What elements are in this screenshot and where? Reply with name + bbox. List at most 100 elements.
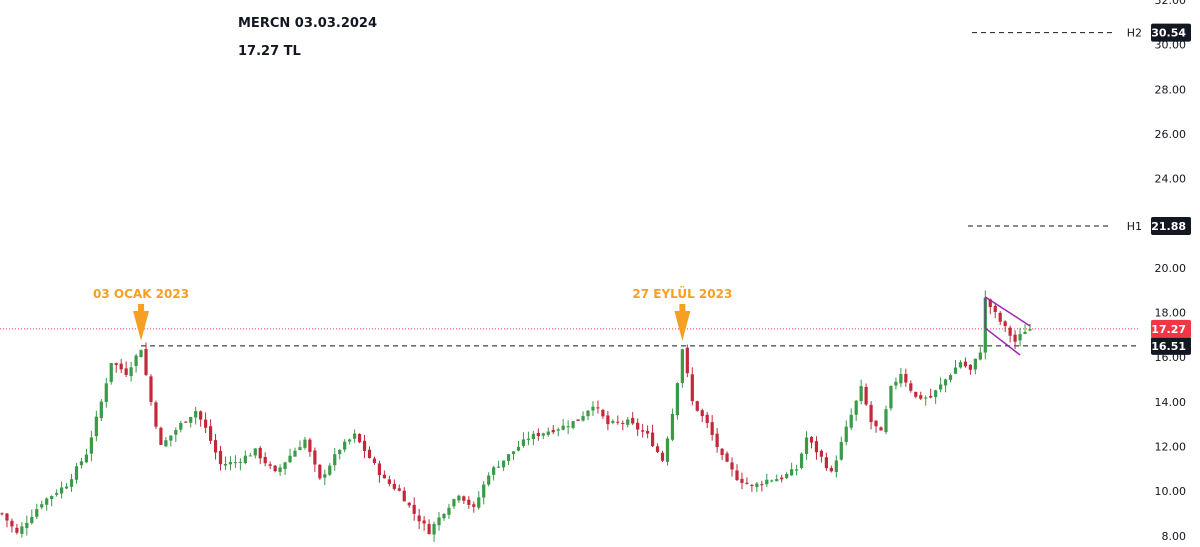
candle-body xyxy=(695,401,699,411)
y-tick-label: 26.00 xyxy=(1155,128,1187,141)
candle xyxy=(243,450,247,465)
candle xyxy=(412,497,416,521)
candle xyxy=(576,419,580,422)
candle-body xyxy=(59,487,64,494)
candle-body xyxy=(199,411,203,420)
candle xyxy=(760,480,764,492)
candle-body xyxy=(606,415,610,425)
candle-body xyxy=(268,464,272,466)
annotation-arrow-stem xyxy=(679,304,686,312)
candle xyxy=(556,427,560,437)
candle-body xyxy=(740,478,744,483)
candle xyxy=(884,405,888,435)
candle xyxy=(263,452,267,467)
candle-body xyxy=(352,433,357,439)
candle xyxy=(551,425,555,435)
candle-body xyxy=(149,376,153,402)
candle xyxy=(904,368,908,387)
candle xyxy=(273,465,277,473)
candle xyxy=(194,406,198,425)
candle-body xyxy=(685,347,689,374)
candle xyxy=(636,418,640,436)
candle-body xyxy=(184,421,188,423)
candle xyxy=(804,431,809,460)
candle xyxy=(968,364,973,375)
candle-body xyxy=(338,450,342,454)
candle-body xyxy=(40,504,44,508)
candle xyxy=(631,411,635,426)
candle-body xyxy=(417,515,421,522)
date-annotation: 27 EYLÜL 2023 xyxy=(632,286,732,341)
candle-body xyxy=(576,419,580,421)
candle-body xyxy=(253,448,257,456)
candle-body xyxy=(919,395,923,399)
candle xyxy=(854,399,858,421)
candle xyxy=(814,436,819,460)
candle-body xyxy=(869,404,873,423)
candle xyxy=(958,360,963,369)
candle xyxy=(745,477,749,485)
candle xyxy=(571,420,575,430)
candle xyxy=(99,399,103,421)
candle xyxy=(362,434,367,459)
candle-body xyxy=(248,455,252,457)
candle xyxy=(487,472,491,487)
candle xyxy=(740,472,744,490)
candle-body xyxy=(844,426,848,443)
candle xyxy=(889,385,893,411)
candle-body xyxy=(611,421,615,423)
candle xyxy=(348,438,352,445)
candle-body xyxy=(263,456,267,464)
candle xyxy=(283,461,287,475)
candle xyxy=(204,412,208,434)
y-axis: 8.0010.0012.0014.0016.0018.0020.0024.002… xyxy=(1155,0,1187,543)
candle-body xyxy=(387,479,391,484)
candle xyxy=(561,419,565,431)
candle-body xyxy=(760,484,764,486)
candle xyxy=(829,465,833,473)
candle xyxy=(934,389,938,404)
candle xyxy=(914,391,918,399)
candle-body xyxy=(482,484,486,498)
candle-body xyxy=(233,462,238,464)
candle xyxy=(799,452,804,470)
candle-body xyxy=(1028,329,1032,331)
candle-body xyxy=(94,416,98,437)
candle-body xyxy=(621,422,625,424)
candle-body xyxy=(586,410,590,417)
candle xyxy=(179,420,183,433)
candle-body xyxy=(69,479,74,487)
candle xyxy=(258,446,262,465)
candle-body xyxy=(45,498,49,505)
level-price-tag: 16.51 xyxy=(1151,340,1186,353)
candle-body xyxy=(526,438,531,440)
candle xyxy=(387,475,391,487)
candle xyxy=(357,433,362,444)
candle xyxy=(536,428,540,441)
candle xyxy=(874,420,878,433)
candle xyxy=(278,464,282,476)
candle-body xyxy=(809,436,814,443)
annotation-label: 27 EYLÜL 2023 xyxy=(632,286,732,301)
candle-body xyxy=(785,473,789,479)
candle-body xyxy=(655,446,660,452)
candle xyxy=(457,494,461,503)
candle-body xyxy=(948,375,953,380)
candle xyxy=(238,458,242,471)
y-tick-label: 32.00 xyxy=(1155,0,1187,7)
candle-body xyxy=(909,383,913,391)
candle xyxy=(645,425,650,439)
candle-body xyxy=(298,447,302,451)
y-tick-label: 30.00 xyxy=(1155,39,1187,52)
candle-body xyxy=(467,499,471,505)
candle xyxy=(775,474,779,482)
price-tags: 30.54 21.88 16.51 17.27 xyxy=(1151,23,1191,355)
candle-body xyxy=(427,524,431,535)
candle xyxy=(953,360,958,374)
candle-body xyxy=(243,455,247,464)
candle-body xyxy=(506,454,511,462)
candle xyxy=(516,440,521,452)
candle xyxy=(119,359,123,374)
candle xyxy=(541,432,545,440)
